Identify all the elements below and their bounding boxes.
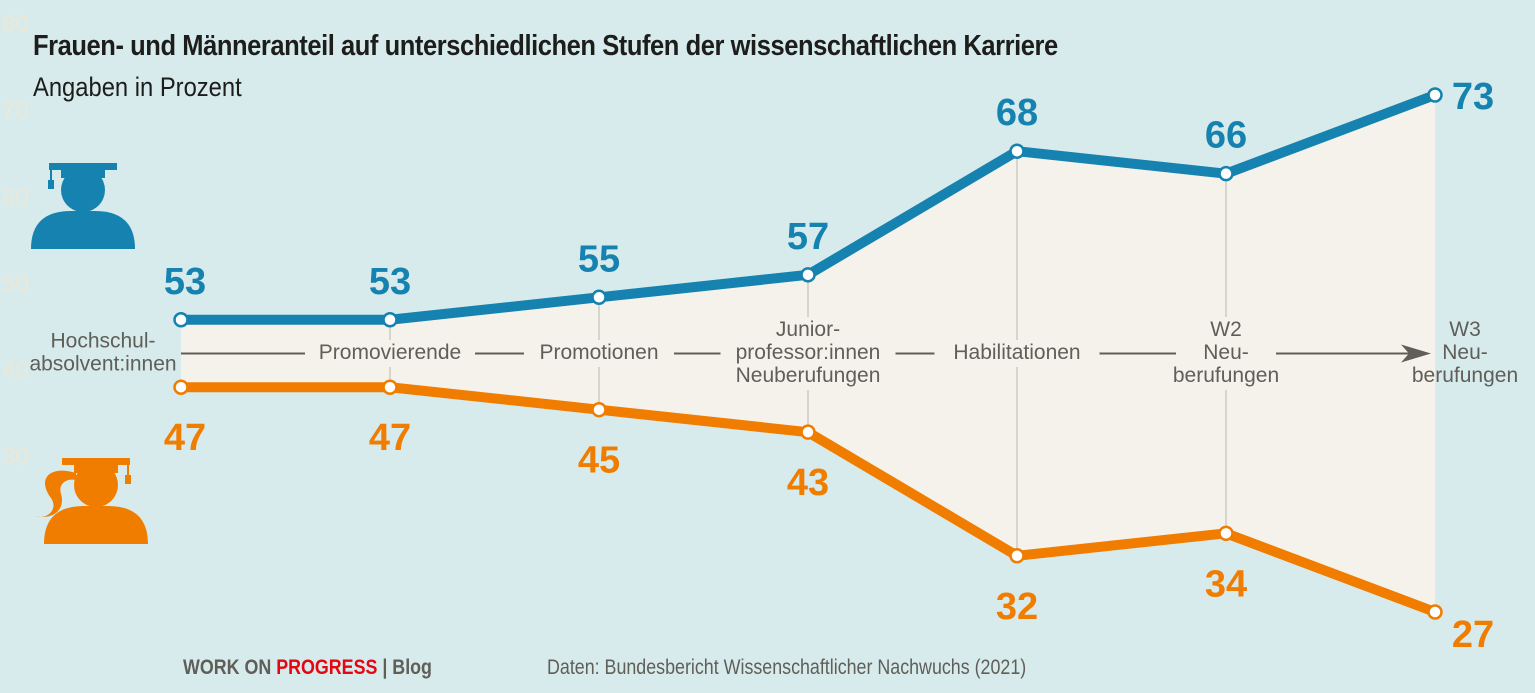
data-label: 43	[787, 462, 829, 504]
category-label: berufungen	[1412, 364, 1518, 387]
data-label: 34	[1205, 563, 1247, 605]
category-label-bg	[305, 340, 475, 367]
data-point	[591, 401, 607, 418]
brand-separator: |	[377, 656, 393, 679]
data-point	[173, 379, 189, 395]
category-label: Hochschul-	[50, 330, 155, 353]
category-label: Neuberufungen	[736, 364, 881, 387]
data-point	[1009, 143, 1025, 159]
data-label: 27	[1452, 614, 1494, 656]
data-label: 45	[578, 440, 620, 482]
faint-tick-label: 70	[2, 98, 29, 125]
data-point	[382, 312, 398, 328]
data-point	[173, 312, 189, 328]
brand-part2: PROGRESS	[276, 656, 378, 679]
brand-logo: WORK ON PROGRESS | Blog	[183, 656, 432, 680]
category-label: absolvent:innen	[29, 353, 176, 376]
brand-part1: WORK ON	[183, 656, 277, 679]
category-label-bg	[524, 340, 674, 367]
category-label: Junior-	[776, 318, 840, 341]
faint-tick-label: 80	[2, 11, 29, 38]
category-label: W3	[1449, 318, 1481, 341]
icon-body	[44, 506, 148, 544]
category-label-bg	[934, 340, 1100, 367]
icon-body	[31, 211, 135, 249]
faint-tick-label: 40	[2, 357, 29, 384]
category-label: Neu-	[1442, 341, 1488, 364]
category-label: W2	[1210, 318, 1242, 341]
faint-tick-label: 50	[2, 271, 29, 298]
data-label: 73	[1452, 76, 1494, 118]
data-label: 47	[369, 417, 411, 459]
category-label: professor:innen	[736, 341, 881, 364]
data-label: 53	[164, 261, 206, 303]
category-label: Habilitationen	[953, 341, 1080, 364]
chart-subtitle: Angaben in Prozent	[33, 72, 242, 102]
data-label: 66	[1205, 115, 1247, 157]
data-point	[800, 267, 816, 283]
chart-title: Frauen- und Männeranteil auf unterschied…	[33, 30, 1058, 62]
icon-tassel-string	[50, 168, 52, 180]
faint-tick-label: 60	[2, 184, 29, 211]
data-label: 57	[787, 216, 829, 258]
icon-head	[61, 168, 105, 212]
female-graduate-icon	[36, 458, 148, 544]
data-label: 47	[164, 417, 206, 459]
data-label: 55	[578, 238, 620, 280]
data-point	[1009, 548, 1025, 564]
icon-cap-band	[61, 166, 105, 178]
icon-ponytail	[36, 470, 76, 517]
category-label: Promotionen	[539, 341, 658, 364]
data-label: 68	[996, 92, 1038, 134]
icon-cap-band	[74, 461, 118, 473]
icon-tassel	[125, 475, 131, 484]
category-label: berufungen	[1173, 364, 1279, 387]
category-label-bg	[720, 317, 896, 390]
category-label-bg	[1176, 317, 1276, 390]
data-point	[591, 289, 607, 306]
category-label: Promovierende	[319, 341, 461, 364]
data-point	[1427, 87, 1443, 103]
male-graduate-icon	[31, 163, 135, 249]
data-point	[382, 379, 398, 395]
data-point	[1218, 525, 1234, 542]
series-men: 53 53 55 57 68 66 73	[164, 76, 1494, 328]
source-note: Daten: Bundesbericht Wissenschaftlicher …	[547, 656, 1027, 679]
faint-tick-label: 30	[2, 444, 29, 471]
arrow-head-icon	[1401, 344, 1431, 363]
icon-tassel	[48, 180, 54, 189]
category-label: Neu-	[1203, 341, 1249, 364]
brand-part3: Blog	[392, 656, 432, 679]
data-label: 53	[369, 261, 411, 303]
icon-tassel-string	[127, 463, 129, 475]
data-point	[1427, 604, 1443, 620]
data-point	[1218, 165, 1234, 182]
data-label: 32	[996, 586, 1038, 628]
data-point	[800, 424, 816, 440]
icon-head	[74, 463, 118, 507]
series-women: 47 47 45 43 32 34 27	[164, 379, 1494, 656]
